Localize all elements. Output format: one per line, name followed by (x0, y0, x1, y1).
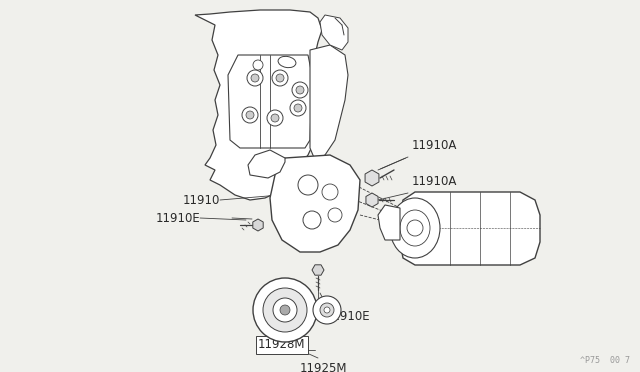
Polygon shape (270, 155, 360, 252)
Circle shape (328, 208, 342, 222)
Circle shape (247, 70, 263, 86)
Circle shape (276, 74, 284, 82)
Circle shape (273, 298, 297, 322)
Ellipse shape (400, 210, 430, 246)
Circle shape (251, 74, 259, 82)
Polygon shape (310, 45, 348, 160)
Text: 11910: 11910 (182, 193, 220, 206)
Circle shape (267, 110, 283, 126)
Circle shape (407, 220, 423, 236)
Circle shape (253, 278, 317, 342)
Polygon shape (253, 219, 263, 231)
Circle shape (313, 296, 341, 324)
Circle shape (253, 60, 263, 70)
Polygon shape (312, 265, 324, 275)
Circle shape (280, 305, 290, 315)
Circle shape (320, 303, 334, 317)
Text: 11928M: 11928M (258, 339, 305, 352)
Circle shape (322, 184, 338, 200)
Text: 11910A: 11910A (412, 175, 458, 188)
Text: 11925M: 11925M (300, 362, 348, 372)
Polygon shape (248, 150, 285, 178)
Polygon shape (195, 10, 322, 200)
Polygon shape (228, 55, 312, 148)
Circle shape (246, 111, 254, 119)
Ellipse shape (390, 198, 440, 258)
Circle shape (271, 114, 279, 122)
Circle shape (290, 100, 306, 116)
Polygon shape (366, 193, 378, 207)
Text: 11910A: 11910A (412, 139, 458, 152)
Polygon shape (320, 15, 348, 50)
Circle shape (292, 82, 308, 98)
Text: 11910E: 11910E (156, 212, 200, 224)
Circle shape (242, 107, 258, 123)
Circle shape (296, 86, 304, 94)
Circle shape (294, 104, 302, 112)
Ellipse shape (278, 57, 296, 68)
Circle shape (263, 288, 307, 332)
Circle shape (324, 307, 330, 313)
Circle shape (272, 70, 288, 86)
Text: I1910E: I1910E (330, 310, 371, 323)
Polygon shape (365, 170, 379, 186)
Polygon shape (400, 192, 540, 265)
Circle shape (303, 211, 321, 229)
Circle shape (298, 175, 318, 195)
Text: ^P75  00 7: ^P75 00 7 (580, 356, 630, 365)
Polygon shape (378, 205, 400, 240)
